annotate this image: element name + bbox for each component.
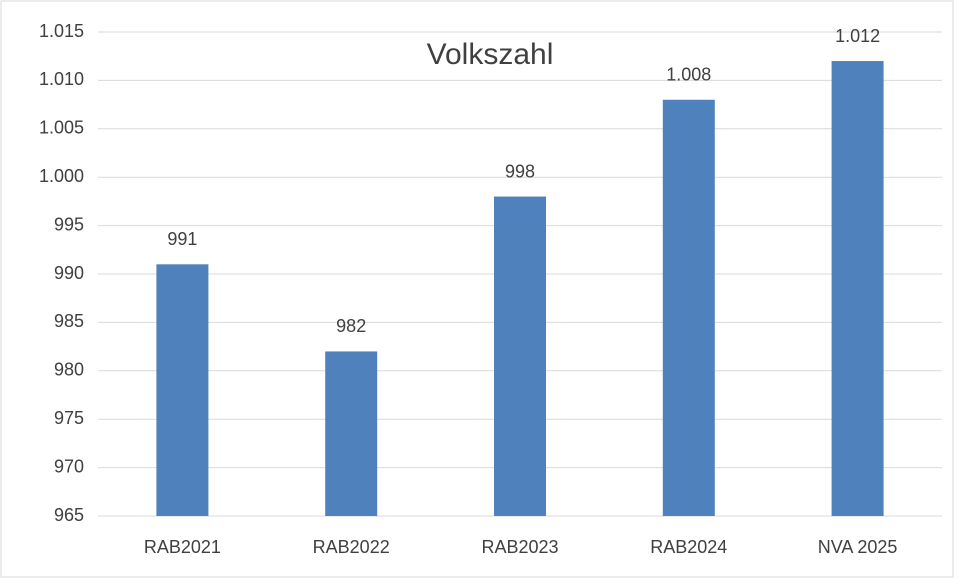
data-label: 998 [505,161,535,181]
bar [494,196,546,516]
x-tick-label: RAB2023 [481,537,558,557]
y-tick-label: 970 [54,456,84,476]
bar [156,264,209,516]
x-tick-label: NVA 2025 [818,537,898,557]
y-tick-label: 1.015 [39,21,84,41]
y-tick-label: 995 [54,214,84,234]
data-label: 1.008 [666,65,711,85]
bar [325,351,378,516]
y-tick-label: 1.010 [39,69,84,89]
x-tick-label: RAB2021 [144,537,221,557]
y-tick-label: 1.005 [39,118,84,138]
data-label: 991 [167,229,197,249]
chart-title: Volkszahl [427,38,554,71]
y-tick-label: 980 [54,360,84,380]
y-tick-label: 1.000 [39,166,84,186]
x-tick-label: RAB2024 [650,537,727,557]
data-label: 982 [336,316,366,336]
y-tick-label: 965 [54,505,84,525]
bar [831,61,884,516]
x-tick-label: RAB2022 [313,537,390,557]
bar [662,99,715,516]
y-tick-label: 975 [54,408,84,428]
y-tick-label: 990 [54,263,84,283]
data-label: 1.012 [835,26,880,46]
y-tick-label: 985 [54,311,84,331]
